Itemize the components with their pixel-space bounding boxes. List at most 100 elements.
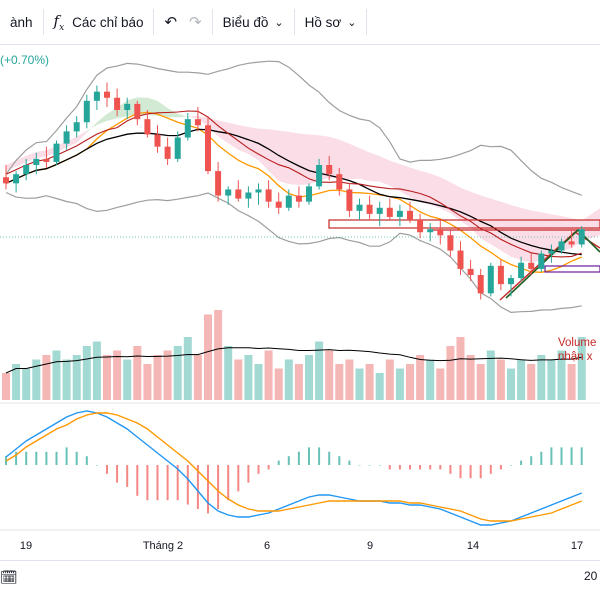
volume-series [2, 310, 586, 400]
cloud-segment [500, 201, 511, 257]
macd-histogram-bar [489, 465, 492, 474]
candle-body [174, 137, 181, 159]
candle-body [548, 250, 555, 254]
candlestick-series [3, 82, 585, 300]
macd-histogram-bar [257, 465, 260, 474]
volume-bar [183, 337, 192, 400]
redo-button[interactable]: ↷ [183, 0, 212, 44]
volume-bar [42, 355, 51, 400]
volume-note-line-1: Volume [558, 337, 597, 349]
volume-bar [32, 359, 41, 400]
toolbar-divider [211, 9, 213, 35]
volume-bar [133, 346, 142, 400]
volume-bar [52, 350, 61, 400]
volume-bar [365, 364, 374, 400]
macd-histogram-bar [439, 465, 442, 470]
macd-histogram-bar [499, 465, 502, 470]
moving-average-long-line [5, 128, 582, 256]
volume-bar [274, 368, 283, 400]
resistance-zone-box[interactable] [328, 219, 600, 229]
macd-histogram-bar [267, 465, 270, 470]
macd-histogram-bar [136, 465, 139, 496]
volume-bar [103, 355, 111, 400]
price-chart[interactable]: 19 Tháng 2 6 9 14 17 [0, 45, 600, 560]
candle-body [295, 195, 302, 202]
volume-bar [123, 359, 132, 400]
macd-histogram-bar [318, 447, 321, 465]
support-zone-box[interactable] [544, 265, 600, 273]
volume-bar [436, 368, 445, 400]
pattern-green-line[interactable] [505, 228, 600, 299]
candle-body [225, 189, 232, 196]
indicators-label: Các chỉ báo [72, 14, 144, 30]
macd-histogram-bar [95, 465, 98, 466]
candle-body [497, 265, 504, 285]
candle-body [508, 278, 514, 285]
volume-bar [284, 359, 293, 400]
candle-body [83, 100, 90, 123]
candle-body [306, 186, 312, 202]
toolbar-item-cut[interactable]: ành [0, 0, 43, 44]
volume-bar [305, 355, 313, 400]
macd-histogram-bar [520, 460, 523, 465]
macd-histogram-bar [409, 465, 411, 470]
volume-bar [486, 350, 495, 400]
macd-histogram-bar [227, 465, 230, 501]
macd-histogram-bar [338, 456, 341, 465]
candle-body [104, 91, 110, 98]
year-label: 20 [584, 569, 598, 583]
indicator-lines [5, 60, 582, 314]
toolbar-divider [153, 9, 155, 35]
macd-histogram-bar [510, 465, 512, 466]
volume-bar [143, 364, 152, 400]
macd-histogram-bar [530, 456, 533, 465]
signal-line [5, 412, 582, 522]
indicators-button[interactable]: fx Các chỉ báo [44, 0, 154, 44]
time-axis-tick-label: 17 [571, 540, 583, 552]
candle-body [316, 165, 323, 187]
undo-button[interactable]: ↶ [154, 0, 183, 44]
drawing-annotations[interactable] [328, 219, 600, 301]
cloud-segment [410, 167, 421, 203]
volume-average-line [5, 347, 582, 374]
macd-histogram-bar [540, 451, 543, 465]
candle-body [427, 229, 434, 233]
calendar-icon[interactable]: 🗓 [0, 569, 18, 585]
cloud-segment [288, 131, 299, 185]
volume-bar [163, 350, 172, 400]
profile-dropdown[interactable]: Hồ sơ ⌄ [295, 0, 367, 44]
volume-bar [204, 314, 212, 400]
macd-histogram-bar [186, 465, 189, 505]
macd-histogram-bar [156, 465, 159, 501]
cloud-segment [268, 129, 279, 182]
volume-bar [496, 359, 505, 400]
cloud-segment [339, 139, 350, 180]
volume-bar [466, 355, 475, 400]
cloud-segment [399, 164, 410, 198]
chart-type-dropdown[interactable]: Biểu đồ ⌄ [213, 0, 294, 44]
macd-histogram-bar [308, 447, 310, 465]
macd-histogram-bar [35, 451, 38, 465]
macd-histogram-bar [479, 465, 482, 479]
candle-body [407, 210, 413, 220]
macd-histogram-bar [398, 465, 401, 470]
macd-histogram-bar [368, 465, 371, 466]
macd-histogram-bar [277, 460, 280, 465]
candle-body [275, 201, 282, 208]
macd-histogram-bar [348, 460, 351, 465]
macd-histogram-bar [15, 451, 18, 465]
chevron-down-icon: ⌄ [274, 16, 284, 29]
volume-bar [517, 359, 526, 400]
cloud-segment [248, 126, 259, 161]
candle-body [386, 207, 393, 217]
cloud-segment [349, 143, 360, 180]
moving-average-short-line [5, 111, 582, 273]
candle-body [93, 91, 100, 101]
cloud-segment [66, 136, 77, 148]
cloud-segment [147, 97, 158, 116]
macd-histogram-bar [419, 465, 422, 470]
candle-body [366, 204, 373, 214]
candle-body [417, 220, 424, 233]
candle-body [245, 192, 252, 199]
price-change-percent: (+0.70%) [0, 53, 50, 67]
